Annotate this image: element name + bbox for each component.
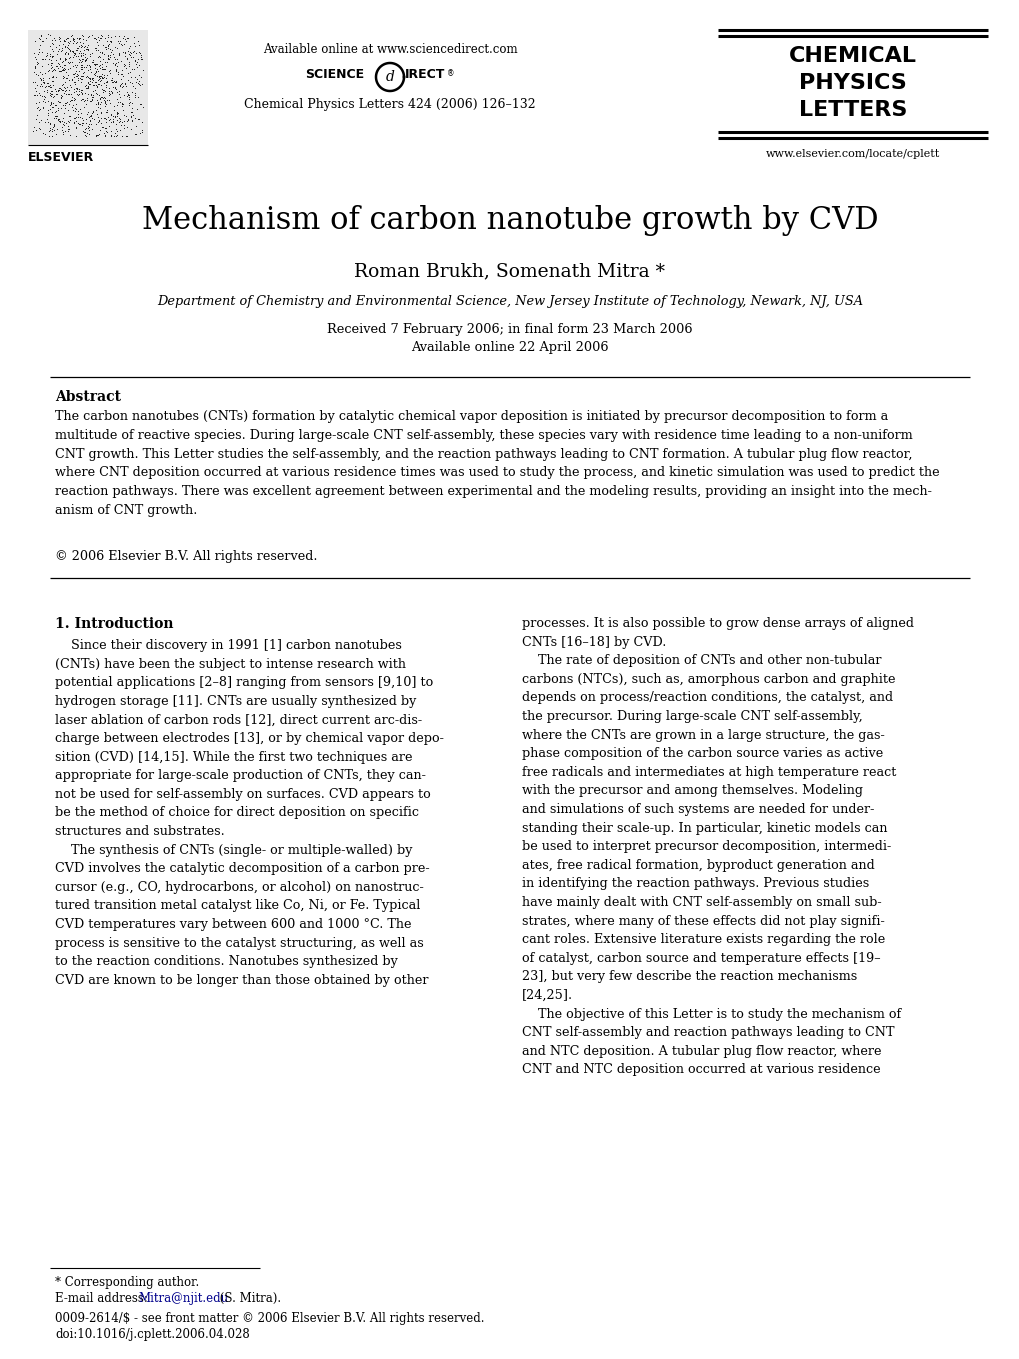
Text: 1. Introduction: 1. Introduction: [55, 617, 173, 631]
Text: E-mail address:: E-mail address:: [55, 1292, 152, 1305]
Text: Department of Chemistry and Environmental Science, New Jersey Institute of Techn: Department of Chemistry and Environmenta…: [157, 295, 862, 308]
Text: Available online 22 April 2006: Available online 22 April 2006: [411, 341, 608, 353]
Text: Available online at www.sciencedirect.com: Available online at www.sciencedirect.co…: [263, 43, 517, 56]
Text: © 2006 Elsevier B.V. All rights reserved.: © 2006 Elsevier B.V. All rights reserved…: [55, 550, 317, 563]
Text: The carbon nanotubes (CNTs) formation by catalytic chemical vapor deposition is : The carbon nanotubes (CNTs) formation by…: [55, 410, 938, 516]
Text: CHEMICAL: CHEMICAL: [789, 46, 916, 67]
Text: Since their discovery in 1991 [1] carbon nanotubes
(CNTs) have been the subject : Since their discovery in 1991 [1] carbon…: [55, 639, 443, 987]
Text: d: d: [385, 71, 394, 84]
Text: Mechanism of carbon nanotube growth by CVD: Mechanism of carbon nanotube growth by C…: [142, 205, 877, 236]
Text: Received 7 February 2006; in final form 23 March 2006: Received 7 February 2006; in final form …: [327, 323, 692, 336]
Text: doi:10.1016/j.cplett.2006.04.028: doi:10.1016/j.cplett.2006.04.028: [55, 1328, 250, 1341]
Text: LETTERS: LETTERS: [798, 101, 906, 120]
Text: * Corresponding author.: * Corresponding author.: [55, 1276, 199, 1288]
Text: ®: ®: [446, 69, 454, 77]
Text: Mitra@njit.edu: Mitra@njit.edu: [138, 1292, 228, 1305]
Text: www.elsevier.com/locate/cplett: www.elsevier.com/locate/cplett: [765, 149, 940, 159]
Text: IRECT: IRECT: [405, 68, 445, 82]
Text: processes. It is also possible to grow dense arrays of aligned
CNTs [16–18] by C: processes. It is also possible to grow d…: [522, 617, 913, 1076]
Text: Chemical Physics Letters 424 (2006) 126–132: Chemical Physics Letters 424 (2006) 126–…: [244, 98, 535, 111]
Text: PHYSICS: PHYSICS: [798, 73, 906, 92]
Text: Roman Brukh, Somenath Mitra *: Roman Brukh, Somenath Mitra *: [355, 262, 664, 280]
Text: 0009-2614/$ - see front matter © 2006 Elsevier B.V. All rights reserved.: 0009-2614/$ - see front matter © 2006 El…: [55, 1311, 484, 1325]
Text: Abstract: Abstract: [55, 390, 121, 404]
Text: SCIENCE: SCIENCE: [305, 68, 364, 82]
Text: ELSEVIER: ELSEVIER: [28, 151, 94, 164]
Text: (S. Mitra).: (S. Mitra).: [216, 1292, 281, 1305]
Bar: [28, 30, 148, 145]
